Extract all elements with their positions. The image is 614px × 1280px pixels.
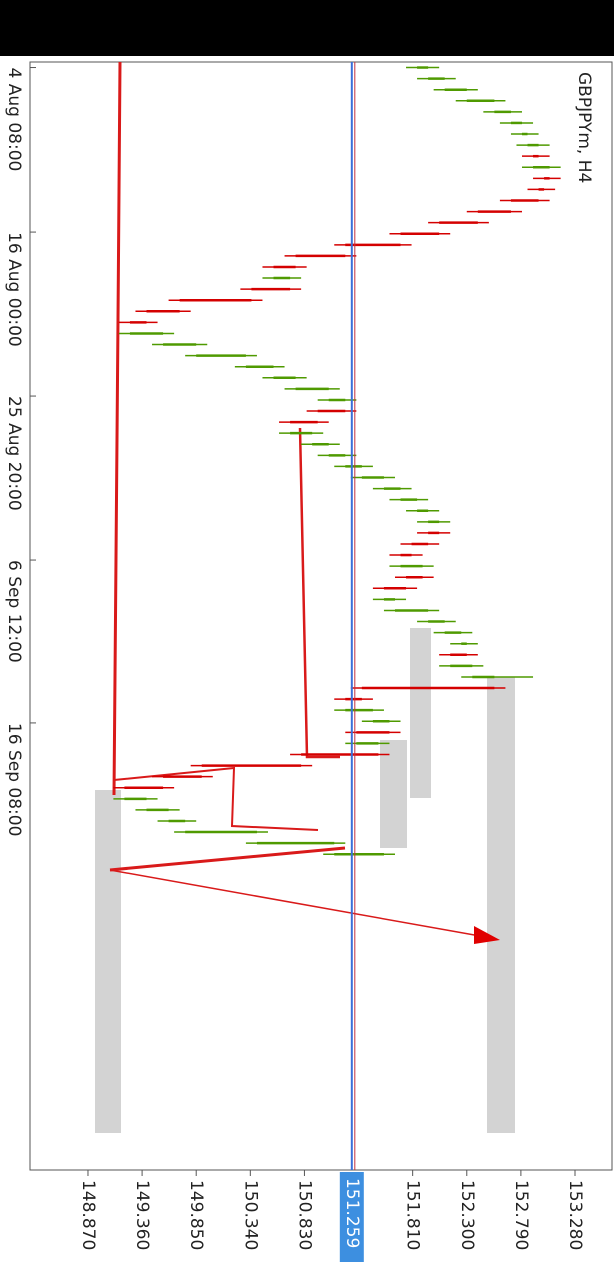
y-tick-label: 149.850	[186, 1180, 206, 1250]
price-label-box	[339, 1172, 364, 1262]
x-tick-label: 6 Sep 12:00	[4, 560, 24, 663]
zone	[380, 740, 407, 848]
chart-title: GBPJPYm, H4	[574, 72, 594, 183]
drawn-line	[113, 766, 319, 831]
y-tick-label: 148.870	[78, 1180, 98, 1250]
arrow-line	[109, 846, 346, 872]
x-tick-label: 16 Aug 00:00	[4, 232, 24, 347]
y-tick-label: 152.790	[511, 1180, 531, 1250]
y-tick-label: 149.360	[132, 1180, 152, 1250]
arrow-line	[109, 869, 481, 937]
price-label: 151.259	[342, 1178, 362, 1248]
status-bar	[0, 0, 614, 56]
zone	[95, 790, 121, 1133]
drawn-line	[112, 61, 122, 796]
objects	[95, 61, 515, 1133]
y-tick-label: 150.830	[294, 1180, 314, 1250]
drawn-line	[298, 427, 340, 759]
y-tick-label: 153.280	[565, 1180, 585, 1250]
zone	[410, 628, 431, 798]
arrow-head	[474, 926, 500, 944]
y-tick-label: 152.300	[457, 1180, 477, 1250]
y-tick-label: 150.340	[240, 1180, 260, 1250]
y-tick-label: 151.810	[403, 1180, 423, 1250]
x-tick-label: 16 Sep 08:00	[4, 723, 24, 836]
x-tick-label: 25 Aug 20:00	[4, 396, 24, 511]
zone	[487, 677, 515, 1133]
x-tick-label: 4 Aug 08:00	[4, 68, 24, 172]
